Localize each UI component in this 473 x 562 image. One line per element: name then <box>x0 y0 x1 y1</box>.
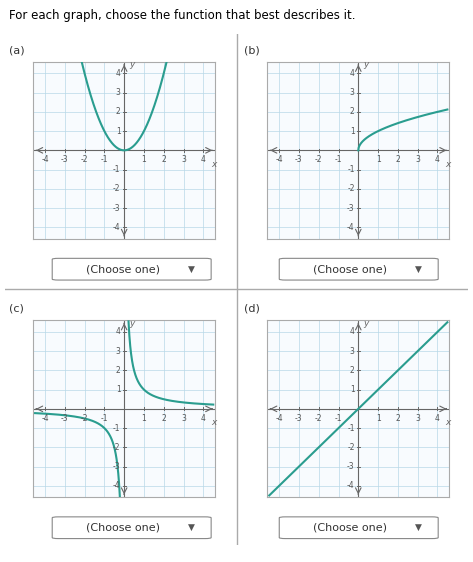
Text: -4: -4 <box>41 414 49 423</box>
Text: x: x <box>211 160 217 169</box>
Text: 2: 2 <box>350 107 355 116</box>
Text: -4: -4 <box>347 481 355 490</box>
Text: ▼: ▼ <box>188 523 195 532</box>
Text: y: y <box>129 319 134 328</box>
Text: 3: 3 <box>116 347 121 356</box>
Text: -3: -3 <box>113 203 121 212</box>
Text: -1: -1 <box>335 155 342 164</box>
Text: 3: 3 <box>415 414 420 423</box>
Text: -2: -2 <box>113 443 121 452</box>
Text: ▼: ▼ <box>415 265 422 274</box>
Text: 2: 2 <box>395 414 400 423</box>
Text: 3: 3 <box>181 155 186 164</box>
Text: (Choose one): (Choose one) <box>87 523 160 533</box>
Text: y: y <box>363 60 368 69</box>
Text: 4: 4 <box>201 155 206 164</box>
Text: -1: -1 <box>101 155 108 164</box>
Text: (a): (a) <box>9 46 25 56</box>
Text: -3: -3 <box>347 462 355 471</box>
Text: (Choose one): (Choose one) <box>314 523 387 533</box>
Text: 2: 2 <box>116 107 121 116</box>
Text: 4: 4 <box>116 328 121 337</box>
Text: -4: -4 <box>275 414 283 423</box>
Text: -4: -4 <box>41 155 49 164</box>
Text: 1: 1 <box>350 126 355 135</box>
Text: -4: -4 <box>113 481 121 490</box>
Text: -1: -1 <box>101 414 108 423</box>
Text: 1: 1 <box>350 385 355 394</box>
Text: -4: -4 <box>275 155 283 164</box>
Text: 3: 3 <box>350 347 355 356</box>
Text: 3: 3 <box>350 88 355 97</box>
Text: 1: 1 <box>141 155 146 164</box>
Text: 4: 4 <box>435 155 440 164</box>
Text: y: y <box>129 60 134 69</box>
Text: x: x <box>211 419 217 428</box>
Text: -2: -2 <box>81 414 88 423</box>
Text: 4: 4 <box>116 69 121 78</box>
Text: y: y <box>363 319 368 328</box>
Text: x: x <box>446 160 451 169</box>
FancyBboxPatch shape <box>52 259 211 280</box>
Text: 3: 3 <box>415 155 420 164</box>
Text: x: x <box>446 419 451 428</box>
Text: -1: -1 <box>347 165 355 174</box>
Text: -3: -3 <box>61 414 69 423</box>
Text: -4: -4 <box>113 223 121 232</box>
Text: -2: -2 <box>315 155 323 164</box>
Text: 1: 1 <box>376 414 380 423</box>
Text: -2: -2 <box>81 155 88 164</box>
Text: 4: 4 <box>350 69 355 78</box>
Text: For each graph, choose the function that best describes it.: For each graph, choose the function that… <box>9 9 356 22</box>
Text: 3: 3 <box>116 88 121 97</box>
Text: 3: 3 <box>181 414 186 423</box>
Text: -2: -2 <box>347 184 355 193</box>
Text: 1: 1 <box>376 155 380 164</box>
Text: ▼: ▼ <box>188 265 195 274</box>
Text: 2: 2 <box>350 366 355 375</box>
Text: 4: 4 <box>201 414 206 423</box>
FancyBboxPatch shape <box>279 259 438 280</box>
Text: -3: -3 <box>61 155 69 164</box>
Text: -2: -2 <box>315 414 323 423</box>
Text: -3: -3 <box>113 462 121 471</box>
Text: -2: -2 <box>347 443 355 452</box>
Text: -1: -1 <box>347 424 355 433</box>
Text: -3: -3 <box>295 155 303 164</box>
Text: 1: 1 <box>116 126 121 135</box>
Text: -1: -1 <box>335 414 342 423</box>
FancyBboxPatch shape <box>279 517 438 538</box>
Text: -1: -1 <box>113 165 121 174</box>
Text: 1: 1 <box>141 414 146 423</box>
Text: 2: 2 <box>116 366 121 375</box>
Text: -2: -2 <box>113 184 121 193</box>
Text: -3: -3 <box>347 203 355 212</box>
Text: (c): (c) <box>9 304 24 314</box>
Text: 2: 2 <box>395 155 400 164</box>
Text: (Choose one): (Choose one) <box>314 264 387 274</box>
Text: 4: 4 <box>435 414 440 423</box>
Text: (d): (d) <box>244 304 260 314</box>
Text: (b): (b) <box>244 46 259 56</box>
FancyBboxPatch shape <box>52 517 211 538</box>
Text: -1: -1 <box>113 424 121 433</box>
Text: 2: 2 <box>161 155 166 164</box>
Text: 1: 1 <box>116 385 121 394</box>
Text: (Choose one): (Choose one) <box>87 264 160 274</box>
Text: 2: 2 <box>161 414 166 423</box>
Text: -3: -3 <box>295 414 303 423</box>
Text: -4: -4 <box>347 223 355 232</box>
Text: 4: 4 <box>350 328 355 337</box>
Text: ▼: ▼ <box>415 523 422 532</box>
